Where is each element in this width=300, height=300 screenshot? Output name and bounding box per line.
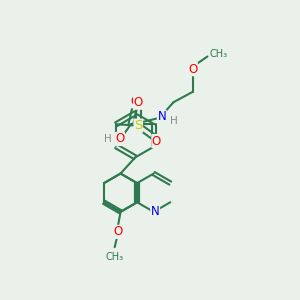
Text: CH₃: CH₃ <box>210 49 228 58</box>
Text: O: O <box>134 96 143 109</box>
Text: O: O <box>113 225 122 239</box>
Text: O: O <box>115 133 124 146</box>
Text: H: H <box>170 116 177 126</box>
Text: N: N <box>158 110 166 123</box>
Text: N: N <box>151 205 160 218</box>
Text: O: O <box>130 95 140 108</box>
Text: S: S <box>134 119 142 132</box>
Text: H: H <box>104 134 112 144</box>
Text: O: O <box>188 63 197 76</box>
Text: CH₃: CH₃ <box>106 252 124 262</box>
Text: O: O <box>152 134 161 148</box>
